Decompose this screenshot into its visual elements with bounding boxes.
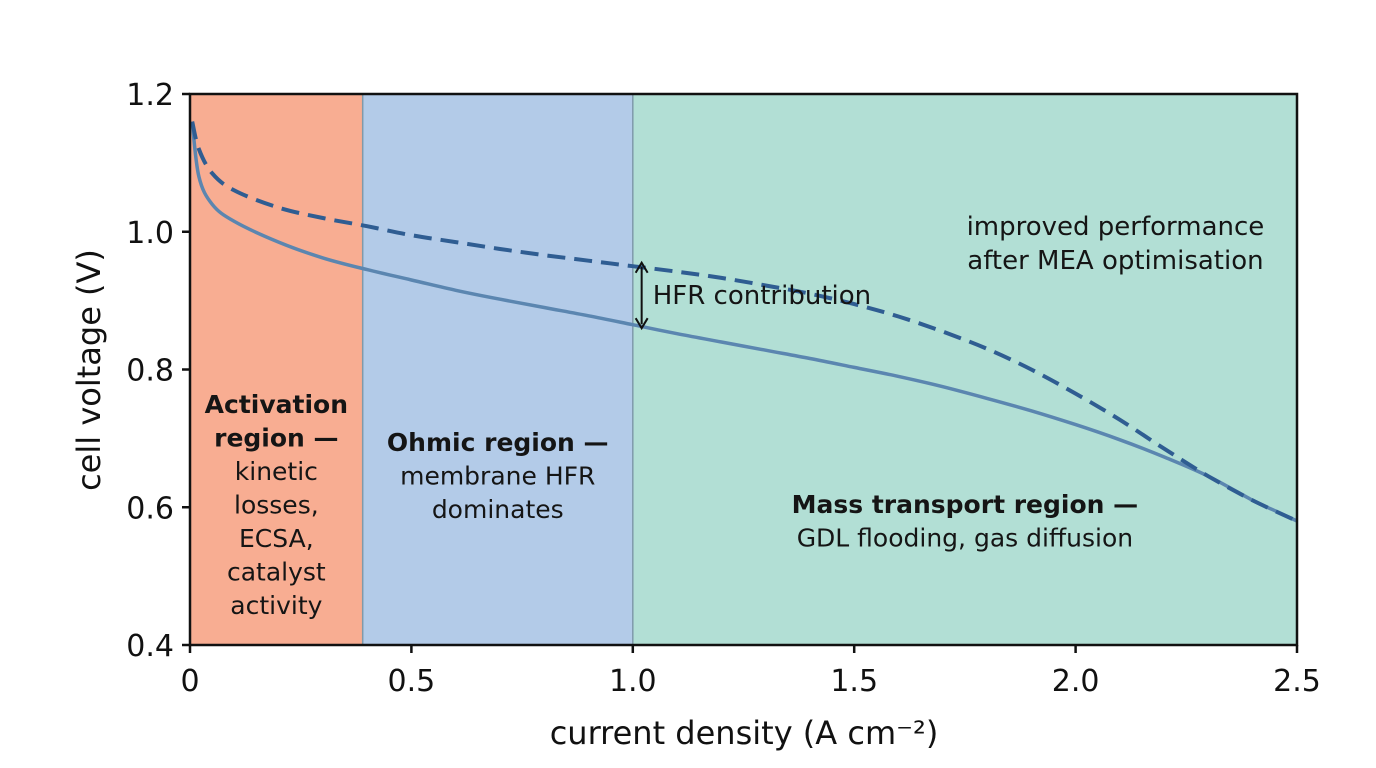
annotations-layer: HFR contribution improved performance afte… — [634, 212, 1265, 331]
region-band-1 — [362, 94, 633, 645]
region-band-0 — [190, 94, 363, 645]
region-body-0-4: activity — [230, 591, 322, 620]
region-body-0-2: ECSA, — [239, 524, 314, 553]
series-line-solid — [190, 121, 1298, 523]
region-body-1-1: dominates — [432, 495, 564, 524]
x-tick-label-0: 0 — [180, 664, 199, 699]
x-tick-label-2: 1.0 — [609, 664, 657, 699]
x-tick-label-4: 2.0 — [1052, 664, 1100, 699]
x-tick-label-3: 1.5 — [830, 664, 878, 699]
improved-performance-label-0: improved performance — [967, 212, 1265, 242]
y-tick-label-2: 0.8 — [126, 354, 174, 389]
improved-performance-label-1: after MEA optimisation — [967, 246, 1263, 276]
y-tick-label-3: 1.0 — [126, 216, 174, 251]
ticks-layer: 0 0.5 1.0 1.5 2.0 2.5 0.4 0.6 0.8 1.0 1.2 — [126, 78, 1321, 699]
y-tick-label-4: 1.2 — [126, 78, 174, 113]
region-body-0-0: kinetic — [235, 457, 318, 486]
region-body-0-3: catalyst — [227, 558, 326, 587]
series-layer — [190, 121, 1298, 523]
region-body-0-1: losses, — [234, 491, 319, 520]
y-tick-label-1: 0.6 — [126, 491, 174, 526]
hfr-contribution-label: HFR contribution — [653, 281, 871, 311]
region-title-2-0: Mass transport region — — [792, 490, 1139, 519]
region-body-1-0: membrane HFR — [400, 462, 595, 491]
region-body-2-0: GDL flooding, gas diffusion — [797, 524, 1133, 553]
y-tick-label-0: 0.4 — [126, 629, 174, 664]
region-title-0-0: Activation — [205, 390, 348, 419]
y-axis-label: cell voltage (V) — [70, 249, 108, 491]
hfr-arrow-head-top — [634, 260, 649, 274]
series-line-dashed — [190, 121, 1298, 523]
region-band-2 — [632, 94, 1297, 645]
x-axis-label: current density (A cm⁻²) — [550, 714, 939, 752]
x-tick-label-1: 0.5 — [388, 664, 436, 699]
region-title-1-0: Ohmic region — — [387, 428, 609, 457]
region-title-0-1: region — — [214, 424, 338, 453]
hfr-arrow-head-bottom — [634, 317, 649, 331]
regions-layer: Activation region — kinetic losses, ECSA, cat… — [190, 94, 1297, 645]
x-tick-label-5: 2.5 — [1273, 664, 1321, 699]
